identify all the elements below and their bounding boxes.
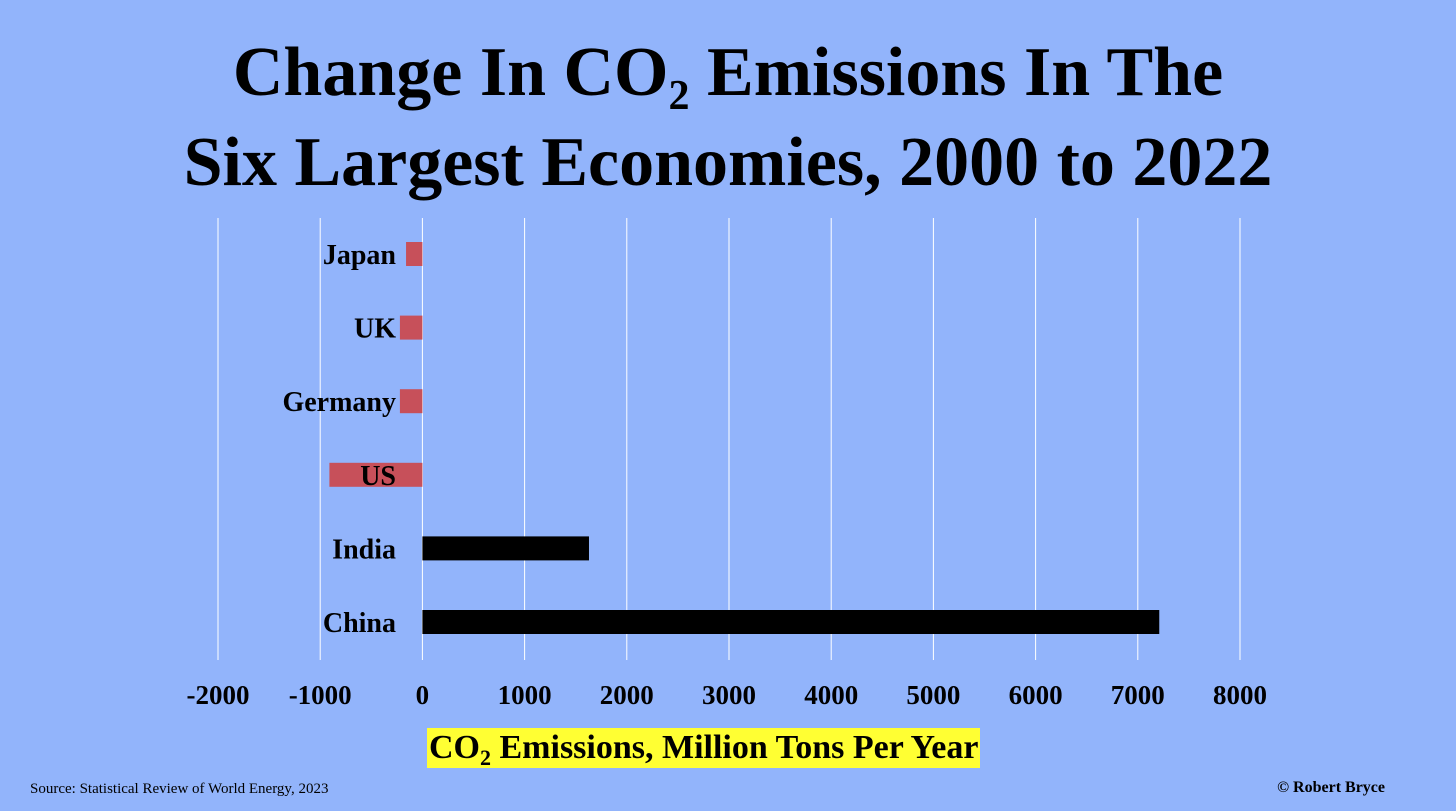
bar-japan xyxy=(406,242,423,266)
x-tick-label: 5000 xyxy=(906,680,960,710)
x-tick-labels: -2000 -1000 0 1000 2000 3000 4000 5000 6000 7000 8… xyxy=(187,680,1268,710)
x-axis-label: CO2 Emissions, Million Tons Per Year xyxy=(427,728,981,770)
category-label: China xyxy=(323,608,396,639)
bars xyxy=(329,242,1160,634)
x-tick-label: 4000 xyxy=(804,680,858,710)
x-tick-label: 3000 xyxy=(702,680,756,710)
source-note: Source: Statistical Review of World Ener… xyxy=(30,781,329,797)
x-tick-label: 6000 xyxy=(1009,680,1063,710)
category-labels: Japan UK Germany US India China xyxy=(282,240,396,639)
x-tick-label: 1000 xyxy=(498,680,552,710)
bar-india xyxy=(422,536,589,561)
x-tick-label: 8000 xyxy=(1213,680,1267,710)
bar-uk xyxy=(399,315,423,340)
x-axis-label-pre: CO xyxy=(429,729,480,766)
copyright-credit: © Robert Bryce xyxy=(1277,779,1385,796)
title-line2: Six Largest Economies, 2000 to 2022 xyxy=(183,124,1273,201)
title-line1-post: Emissions In The xyxy=(689,34,1224,111)
x-tick-label: 2000 xyxy=(600,680,654,710)
x-tick-label: -2000 xyxy=(187,680,250,710)
x-tick-label: 7000 xyxy=(1111,680,1165,710)
x-tick-label: 0 xyxy=(416,680,430,710)
x-tick-label: -1000 xyxy=(289,680,352,710)
category-label: Japan xyxy=(323,240,397,271)
chart-title: Change In CO2 Emissions In The Six Large… xyxy=(0,28,1456,208)
category-label: US xyxy=(360,461,396,492)
x-axis-label-post: Emissions, Million Tons Per Year xyxy=(491,729,979,766)
bar-china xyxy=(422,610,1160,634)
gridlines xyxy=(217,218,1241,660)
category-label: UK xyxy=(354,314,396,345)
category-label: India xyxy=(332,534,396,565)
bar-us xyxy=(329,462,423,487)
title-line1-pre: Change In CO xyxy=(232,34,669,111)
category-label: Germany xyxy=(282,387,396,418)
title-subscript: 2 xyxy=(668,73,690,119)
x-axis-label-subscript: 2 xyxy=(480,745,491,770)
bar-germany xyxy=(399,389,423,414)
